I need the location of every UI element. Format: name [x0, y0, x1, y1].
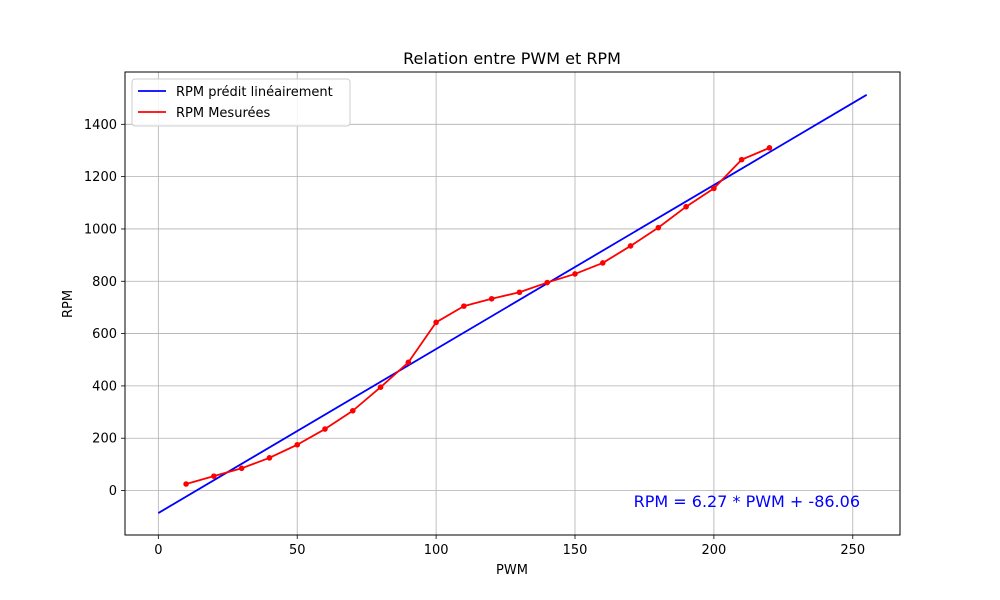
- y-tick-label: 600: [92, 327, 117, 342]
- measured-rpm-point: [627, 243, 634, 249]
- measured-rpm-point: [488, 295, 495, 302]
- y-axis: 0 200 400 600 800 1000 1200 1400: [84, 118, 125, 499]
- x-axis: 0 50 100 150 200 250: [154, 535, 865, 558]
- measured-rpm-point: [461, 303, 467, 309]
- measured-rpm-point: [544, 279, 551, 286]
- measured-rpm-point: [377, 384, 384, 391]
- legend-label-measured: RPM Mesurées: [176, 106, 271, 121]
- x-tick-label: 150: [563, 543, 588, 558]
- measured-rpm-point: [516, 289, 523, 296]
- y-tick-label: 1200: [84, 170, 117, 185]
- measured-rpm-point: [655, 224, 662, 231]
- plot-frame: [124, 71, 901, 536]
- measured-rpm-point: [738, 156, 745, 163]
- measured-rpm-point: [433, 319, 439, 326]
- legend: RPM prédit linéairement RPM Mesurées: [131, 78, 351, 127]
- y-tick-label: 1400: [84, 118, 117, 133]
- equation-annotation: RPM = 6.27 * PWM + -86.06: [634, 492, 860, 511]
- chart-title: Relation entre PWM et RPM: [403, 49, 621, 68]
- x-tick-label: 0: [154, 543, 162, 558]
- measured-rpm-line: [185, 147, 770, 485]
- x-tick-label: 100: [424, 543, 449, 558]
- measured-rpm-point: [238, 465, 245, 472]
- y-axis-label: RPM: [61, 290, 76, 318]
- measured-rpm-point: [183, 481, 189, 487]
- y-tick-label: 0: [109, 484, 117, 499]
- series-layer: [157, 94, 868, 514]
- y-tick-label: 1000: [84, 222, 117, 237]
- measured-rpm-point: [349, 407, 356, 414]
- measured-rpm-point: [211, 473, 217, 479]
- measured-rpm-point: [766, 145, 773, 151]
- measured-rpm-point: [405, 359, 412, 366]
- measured-rpm-point: [572, 271, 578, 277]
- measured-rpm-point: [599, 260, 606, 266]
- predicted-rpm-line: [157, 94, 868, 514]
- measured-rpm-point: [322, 426, 328, 432]
- y-tick-label: 200: [92, 432, 117, 447]
- x-tick-label: 250: [840, 543, 865, 558]
- grid: [125, 72, 900, 535]
- measured-rpm-point: [711, 185, 717, 192]
- measured-rpm-point: [294, 441, 301, 448]
- legend-label-predicted: RPM prédit linéairement: [176, 85, 333, 100]
- x-tick-label: 200: [701, 543, 726, 558]
- x-axis-label: PWM: [496, 563, 528, 578]
- measured-rpm-point: [683, 203, 689, 210]
- x-tick-label: 50: [289, 543, 306, 558]
- y-tick-label: 800: [92, 275, 117, 290]
- measured-rpm-point: [266, 455, 273, 461]
- legend-box: [131, 78, 351, 127]
- y-tick-label: 400: [92, 379, 117, 394]
